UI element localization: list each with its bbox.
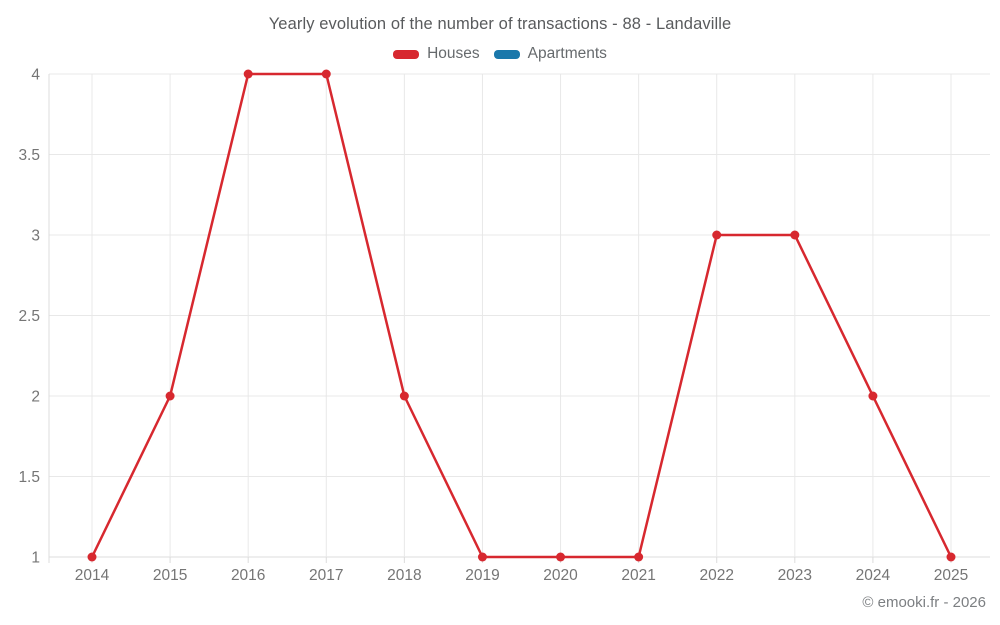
x-axis-tick-label: 2016 <box>231 567 265 584</box>
houses-series-swatch-icon <box>393 49 420 59</box>
x-axis-tick-label: 2025 <box>934 567 968 584</box>
data-point-houses-2018[interactable] <box>399 391 409 401</box>
x-axis-tick-label: 2019 <box>465 567 499 584</box>
data-point-houses-2022[interactable] <box>712 230 722 240</box>
y-axis-tick-label: 1 <box>31 549 40 566</box>
x-axis-tick-label: 2021 <box>621 567 655 584</box>
y-axis-tick-label: 3.5 <box>18 147 40 164</box>
chart-title: Yearly evolution of the number of transa… <box>268 15 732 33</box>
data-point-houses-2014[interactable] <box>87 552 97 562</box>
data-point-houses-2020[interactable] <box>556 552 566 562</box>
x-axis-tick-label: 2014 <box>75 567 110 584</box>
data-point-houses-2023[interactable] <box>790 230 800 240</box>
legend-label-apartments: Apartments <box>527 45 607 62</box>
data-point-houses-2025[interactable] <box>946 552 956 562</box>
data-point-houses-2016[interactable] <box>243 69 253 79</box>
legend: Houses Apartments <box>0 45 1000 63</box>
y-axis-tick-label: 3 <box>31 227 40 244</box>
series-line-houses <box>90 72 953 559</box>
data-point-houses-2019[interactable] <box>477 552 487 562</box>
y-axis-tick-label: 4 <box>31 66 40 83</box>
x-axis-tick-label: 2023 <box>778 567 812 584</box>
y-axis-tick-label: 1.5 <box>18 469 40 486</box>
copyright: © emooki.fr - 2026 <box>862 594 986 611</box>
y-axis-tick-label: 2 <box>31 388 40 405</box>
legend-label-houses: Houses <box>427 45 480 62</box>
data-point-houses-2017[interactable] <box>321 69 331 79</box>
x-axis-tick-label: 2018 <box>387 567 421 584</box>
x-axis-tick-label: 2015 <box>153 567 187 584</box>
legend-item-houses[interactable]: Houses <box>393 45 480 63</box>
data-point-houses-2024[interactable] <box>868 391 878 401</box>
apartments-series-swatch-icon <box>493 49 520 59</box>
data-point-houses-2021[interactable] <box>634 552 644 562</box>
x-axis-tick-label: 2017 <box>309 567 343 584</box>
y-axis-tick-label: 2.5 <box>18 308 40 325</box>
x-axis-tick-label: 2022 <box>699 567 733 584</box>
legend-item-apartments[interactable]: Apartments <box>493 45 607 63</box>
x-axis-tick-label: 2020 <box>543 567 578 584</box>
x-axis-tick-label: 2024 <box>856 567 891 584</box>
data-point-houses-2015[interactable] <box>165 391 175 401</box>
